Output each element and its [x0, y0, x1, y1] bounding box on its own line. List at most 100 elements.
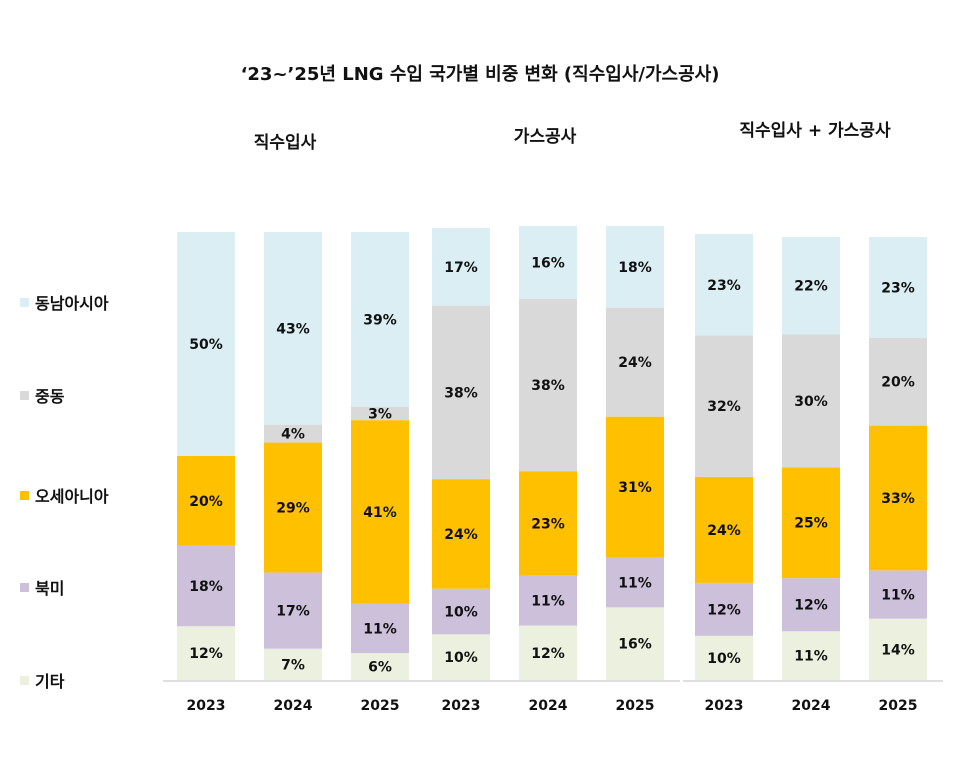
bar-segment: [695, 582, 753, 636]
data-label: 38%: [444, 385, 478, 401]
data-label: 17%: [276, 604, 310, 620]
data-label: 23%: [881, 280, 915, 296]
legend-swatch: [20, 390, 29, 400]
bar-segment: [264, 572, 322, 649]
x-tick-label: 2025: [616, 698, 655, 714]
data-label: 24%: [618, 355, 652, 371]
bar-segment: [782, 237, 840, 335]
bar-segment: [177, 545, 235, 627]
data-label: 43%: [276, 321, 310, 337]
legend-item-oceania: 오세아니아: [20, 483, 109, 507]
x-tick-label: 2024: [274, 698, 313, 714]
data-label: 30%: [794, 394, 828, 410]
legend-item-southeast-asia: 동남아시아: [20, 290, 109, 314]
data-label: 38%: [531, 378, 565, 394]
legend-label: 오세아니아: [35, 487, 109, 506]
bar-segment: [432, 588, 490, 635]
data-label: 29%: [276, 501, 310, 517]
legend-label: 북미: [35, 579, 65, 598]
legend-label: 기타: [35, 672, 65, 691]
bar-segment: [782, 334, 840, 468]
bar-segment: [264, 232, 322, 425]
data-label: 20%: [881, 375, 915, 391]
data-label: 7%: [281, 657, 305, 673]
bar-segment: [869, 570, 927, 619]
bar-segment: [177, 232, 235, 456]
legend-swatch: [20, 297, 29, 307]
data-label: 39%: [363, 312, 397, 328]
data-label: 11%: [881, 587, 915, 603]
legend-swatch: [20, 490, 29, 500]
bar-segment: [351, 406, 409, 421]
bar-segment: [869, 425, 927, 571]
bar-segment: [782, 631, 840, 680]
data-label: 4%: [281, 427, 305, 443]
bar-segment: [606, 557, 664, 608]
data-label: 12%: [531, 646, 565, 662]
bar-segment: [351, 653, 409, 680]
bar-segment: [351, 420, 409, 604]
data-label: 10%: [444, 650, 478, 666]
data-label: 3%: [368, 406, 392, 422]
data-label: 11%: [794, 649, 828, 665]
bar-segment: [432, 634, 490, 680]
data-label: 41%: [363, 505, 397, 521]
bar-segment: [782, 578, 840, 632]
data-label: 11%: [618, 575, 652, 591]
data-label: 25%: [794, 516, 828, 532]
legend-label: 중동: [35, 387, 65, 406]
bar-segment: [264, 648, 322, 680]
bar-segment: [695, 635, 753, 680]
data-label: 33%: [881, 491, 915, 507]
bar-segment: [606, 416, 664, 558]
bar-segment: [432, 305, 490, 480]
bar-segment: [519, 625, 577, 680]
data-label: 23%: [707, 278, 741, 294]
data-label: 22%: [794, 279, 828, 295]
legend-item-north-america: 북미: [20, 575, 64, 599]
group-title-kogas: 가스공사: [513, 127, 577, 147]
data-label: 17%: [444, 260, 478, 276]
bar-segment: [695, 476, 753, 583]
legend-item-other: 기타: [20, 668, 64, 692]
data-label: 24%: [444, 527, 478, 543]
bar-segment: [351, 603, 409, 654]
bar-segment: [351, 232, 409, 407]
data-label: 10%: [444, 605, 478, 621]
bar-segment: [869, 237, 927, 338]
data-label: 10%: [707, 651, 741, 667]
bar-segment: [264, 442, 322, 573]
bar-segment: [606, 307, 664, 417]
legend-swatch: [20, 675, 29, 685]
bar-segment: [695, 234, 753, 336]
legend-item-middle-east: 중동: [20, 383, 64, 407]
x-tick-label: 2025: [879, 698, 918, 714]
bar-segment: [695, 335, 753, 477]
data-label: 32%: [707, 399, 741, 415]
x-tick-label: 2024: [529, 698, 568, 714]
data-label: 11%: [531, 594, 565, 610]
x-tick-label: 2023: [442, 698, 481, 714]
bar-segment: [519, 471, 577, 576]
bar-segment: [177, 456, 235, 546]
bar-segment: [264, 424, 322, 443]
bar-segment: [519, 298, 577, 472]
bar-segment: [177, 626, 235, 680]
data-label: 31%: [618, 480, 652, 496]
group-title-direct-importers: 직수입사: [253, 133, 317, 153]
data-label: 11%: [363, 621, 397, 637]
bar-segment: [606, 607, 664, 680]
data-label: 12%: [707, 602, 741, 618]
bar-segment: [432, 228, 490, 306]
bar-segment: [869, 337, 927, 426]
data-label: 23%: [531, 516, 565, 532]
x-tick-label: 2024: [792, 698, 831, 714]
bar-segment: [519, 226, 577, 299]
data-label: 16%: [531, 255, 565, 271]
data-label: 12%: [794, 598, 828, 614]
bar-segment: [432, 479, 490, 589]
data-label: 14%: [881, 642, 915, 658]
data-label: 18%: [618, 260, 652, 276]
x-tick-label: 2023: [187, 698, 226, 714]
